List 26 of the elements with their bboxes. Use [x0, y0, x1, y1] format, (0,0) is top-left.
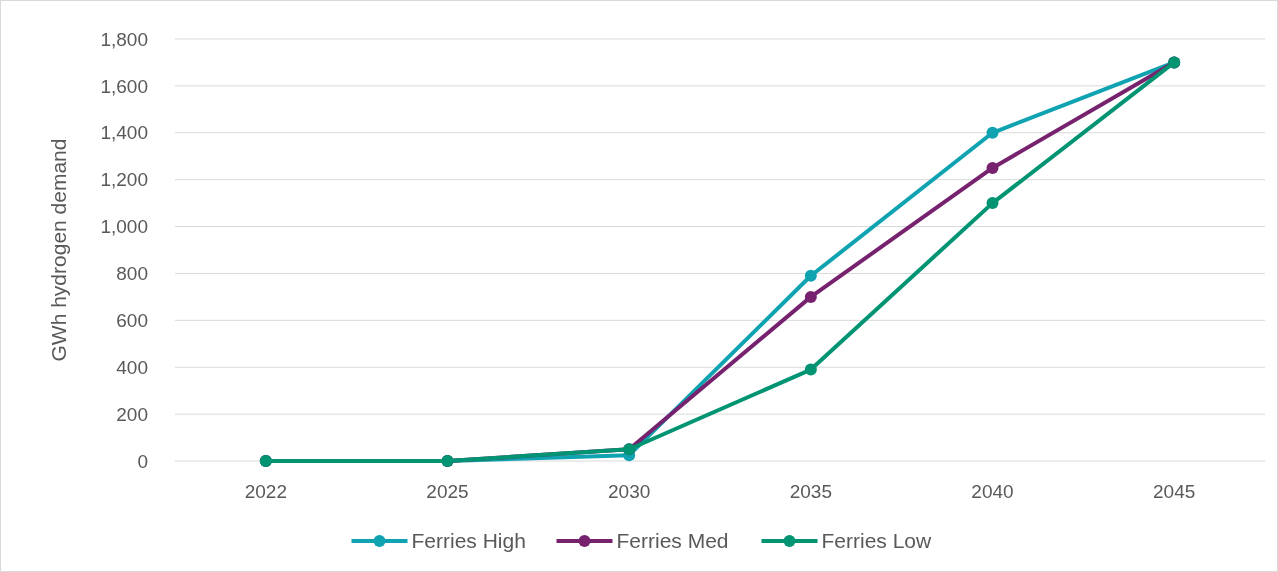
x-tick-label: 2040	[971, 481, 1014, 502]
legend-label: Ferries Med	[616, 529, 729, 553]
y-axis-title: GWh hydrogen demand	[47, 138, 70, 362]
y-tick-label: 1,000	[100, 216, 148, 238]
y-tick-label: 600	[116, 309, 148, 331]
y-tick-label: 800	[116, 263, 148, 285]
legend-label: Ferries High	[411, 529, 526, 553]
y-tick-label: 1,200	[100, 169, 148, 191]
point	[804, 290, 817, 303]
x-tick-label: 2022	[244, 481, 287, 502]
y-tick-label: 0	[137, 450, 148, 472]
y-tick-label: 1,600	[100, 75, 148, 97]
x-tick-label: 2035	[789, 481, 832, 502]
y-tick-label: 400	[116, 356, 148, 378]
point	[804, 269, 817, 282]
y-tick-label: 1,800	[100, 28, 148, 50]
point	[804, 363, 817, 376]
point	[986, 161, 999, 174]
point	[986, 126, 999, 139]
y-tick-label: 200	[116, 403, 148, 425]
y-tick-label: 1,400	[100, 122, 148, 144]
point	[986, 197, 999, 210]
x-tick-label: 2025	[426, 481, 469, 502]
x-tick-label: 2045	[1153, 481, 1196, 502]
legend-label: Ferries Low	[821, 529, 933, 553]
x-tick-label: 2030	[608, 481, 651, 502]
